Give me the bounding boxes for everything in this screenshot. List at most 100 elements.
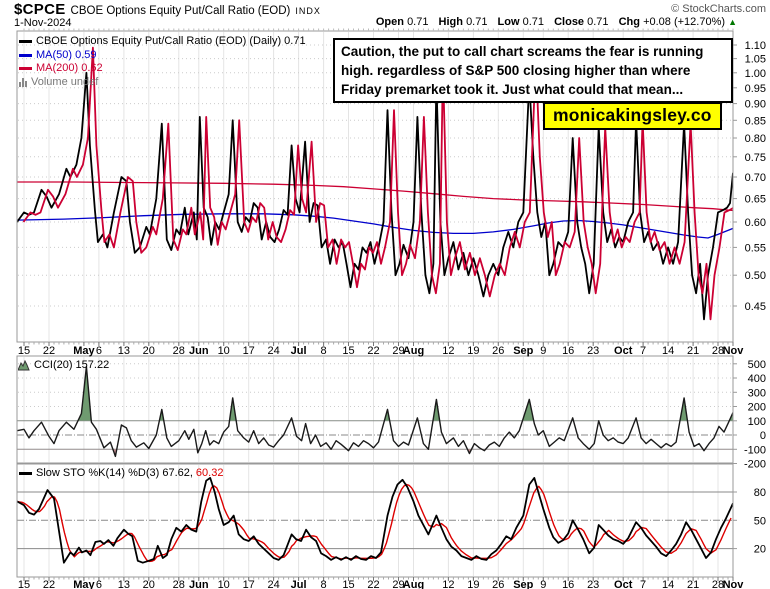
x-tick-label: 15 <box>342 579 354 589</box>
x-tick-label: 21 <box>687 345 699 357</box>
x-tick-label: 29 <box>392 345 404 357</box>
x-tick-label: Jul <box>291 579 307 589</box>
y-tick-label: 0.65 <box>745 194 766 206</box>
x-tick-label: 24 <box>267 579 279 589</box>
x-tick-label: 16 <box>562 579 574 589</box>
chart-header: $CPCE CBOE Options Equity Put/Call Ratio… <box>14 1 321 18</box>
high-label: High <box>438 16 463 28</box>
symbol: $CPCE <box>14 1 66 18</box>
y-tick-label: 200 <box>748 402 766 414</box>
sto-line-swatch <box>19 471 32 475</box>
high-value: 0.71 <box>466 16 488 28</box>
x-tick-label: 15 <box>18 579 30 589</box>
chart-title: CBOE Options Equity Put/Call Ratio (EOD) <box>70 5 291 17</box>
legend-volume-row: Volume undef <box>19 76 306 90</box>
y-tick-label: 1.10 <box>745 40 766 52</box>
low-value: 0.71 <box>522 16 545 28</box>
x-tick-label: 8 <box>321 345 327 357</box>
x-tick-label: May <box>73 345 95 357</box>
up-triangle-icon: ▲ <box>728 17 737 27</box>
y-tick-label: -200 <box>744 459 766 471</box>
open-label: Open <box>375 16 404 28</box>
legend-ma200-label: MA(200) 0.62 <box>36 62 103 74</box>
watermark-link[interactable]: monicakingsley.co <box>543 102 722 130</box>
ohlc-quote: Open 0.71 High 0.71 Low 0.71 Close 0.71 … <box>376 16 737 28</box>
x-tick-label: 7 <box>640 345 646 357</box>
x-tick-label: 17 <box>243 345 255 357</box>
x-tick-label: 9 <box>540 579 546 589</box>
close-value: 0.71 <box>587 16 609 28</box>
x-tick-label: May <box>73 579 95 589</box>
y-tick-label: 0.55 <box>745 242 766 254</box>
y-tick-label: 0 <box>760 430 766 442</box>
sto-legend: Slow STO %K(14) %D(3) 67.62, 60.32 <box>19 467 223 479</box>
x-tick-label: Aug <box>403 579 424 589</box>
x-tick-label: Jul <box>291 345 307 357</box>
legend-volume-label: Volume undef <box>31 75 99 88</box>
y-tick-label: 1.05 <box>745 54 766 66</box>
ma200-line-swatch <box>19 67 32 71</box>
y-tick-label: 0.95 <box>745 83 766 95</box>
x-tick-label: 19 <box>467 345 479 357</box>
legend-price-label: CBOE Options Equity Put/Call Ratio (EOD)… <box>36 35 306 47</box>
y-tick-label: 0.60 <box>745 217 766 229</box>
open-value: 0.71 <box>407 16 429 28</box>
x-tick-label: 26 <box>492 579 504 589</box>
x-tick-label: 19 <box>467 579 479 589</box>
x-tick-label: 7 <box>640 579 646 589</box>
x-tick-label: 15 <box>18 345 30 357</box>
close-label: Close <box>554 16 585 28</box>
x-tick-label: 13 <box>118 345 130 357</box>
y-tick-label: 100 <box>748 416 766 428</box>
x-tick-label: Nov <box>723 345 745 357</box>
x-tick-label: 12 <box>442 579 454 589</box>
x-tick-label: 29 <box>392 579 404 589</box>
x-tick-label: 12 <box>442 345 454 357</box>
copyright: © StockCharts.com <box>671 3 766 15</box>
x-tick-label: 23 <box>587 579 599 589</box>
x-tick-label: 8 <box>321 579 327 589</box>
y-tick-label: 500 <box>748 359 766 371</box>
legend-ma50-label: MA(50) 0.59 <box>36 48 97 61</box>
legend-ma50-row: MA(50) 0.59 <box>19 49 306 63</box>
x-tick-label: 28 <box>173 579 185 589</box>
cci-legend-label: CCI(20) 157.22 <box>34 359 110 371</box>
sto-legend-label-red: 60.32 <box>195 467 224 479</box>
x-tick-label: 23 <box>587 345 599 357</box>
x-tick-label: 17 <box>243 579 255 589</box>
y-tick-label: 0.80 <box>745 133 766 145</box>
x-tick-label: 14 <box>662 579 674 589</box>
ma50-line-swatch <box>19 53 32 57</box>
low-label: Low <box>497 16 520 28</box>
chg-value: +0.08 (+12.70%) <box>643 16 726 28</box>
y-tick-label: 80 <box>754 487 766 499</box>
y-tick-label: 0.70 <box>745 172 766 184</box>
x-tick-label: 28 <box>712 345 724 357</box>
cci-area-icon <box>18 359 30 370</box>
exchange-label: INDX <box>295 6 321 16</box>
x-tick-label: Aug <box>403 345 424 357</box>
x-tick-label: Oct <box>614 345 633 357</box>
x-tick-label: 10 <box>218 579 230 589</box>
y-tick-label: 0.50 <box>745 270 766 282</box>
y-tick-label: 300 <box>748 387 766 399</box>
y-tick-label: 400 <box>748 373 766 385</box>
chg-label: Chg <box>618 16 640 28</box>
y-tick-label: 0.90 <box>745 99 766 111</box>
legend-ma200-row: MA(200) 0.62 <box>19 62 306 76</box>
y-tick-label: 0.45 <box>745 301 766 313</box>
y-tick-label: -100 <box>744 444 766 456</box>
x-tick-label: Nov <box>723 579 745 589</box>
volume-bars-icon <box>19 77 27 87</box>
x-tick-label: 26 <box>492 345 504 357</box>
x-tick-label: 22 <box>43 579 55 589</box>
x-tick-label: Sep <box>513 345 533 357</box>
x-tick-label: 15 <box>342 345 354 357</box>
x-tick-label: 20 <box>143 345 155 357</box>
cci-legend: CCI(20) 157.22 <box>18 359 109 371</box>
x-tick-label: Jun <box>189 345 209 357</box>
x-tick-label: 6 <box>96 345 102 357</box>
x-tick-label: 20 <box>143 579 155 589</box>
x-tick-label: 14 <box>662 345 674 357</box>
annotation-note: Caution, the put to call chart screams t… <box>333 38 733 104</box>
